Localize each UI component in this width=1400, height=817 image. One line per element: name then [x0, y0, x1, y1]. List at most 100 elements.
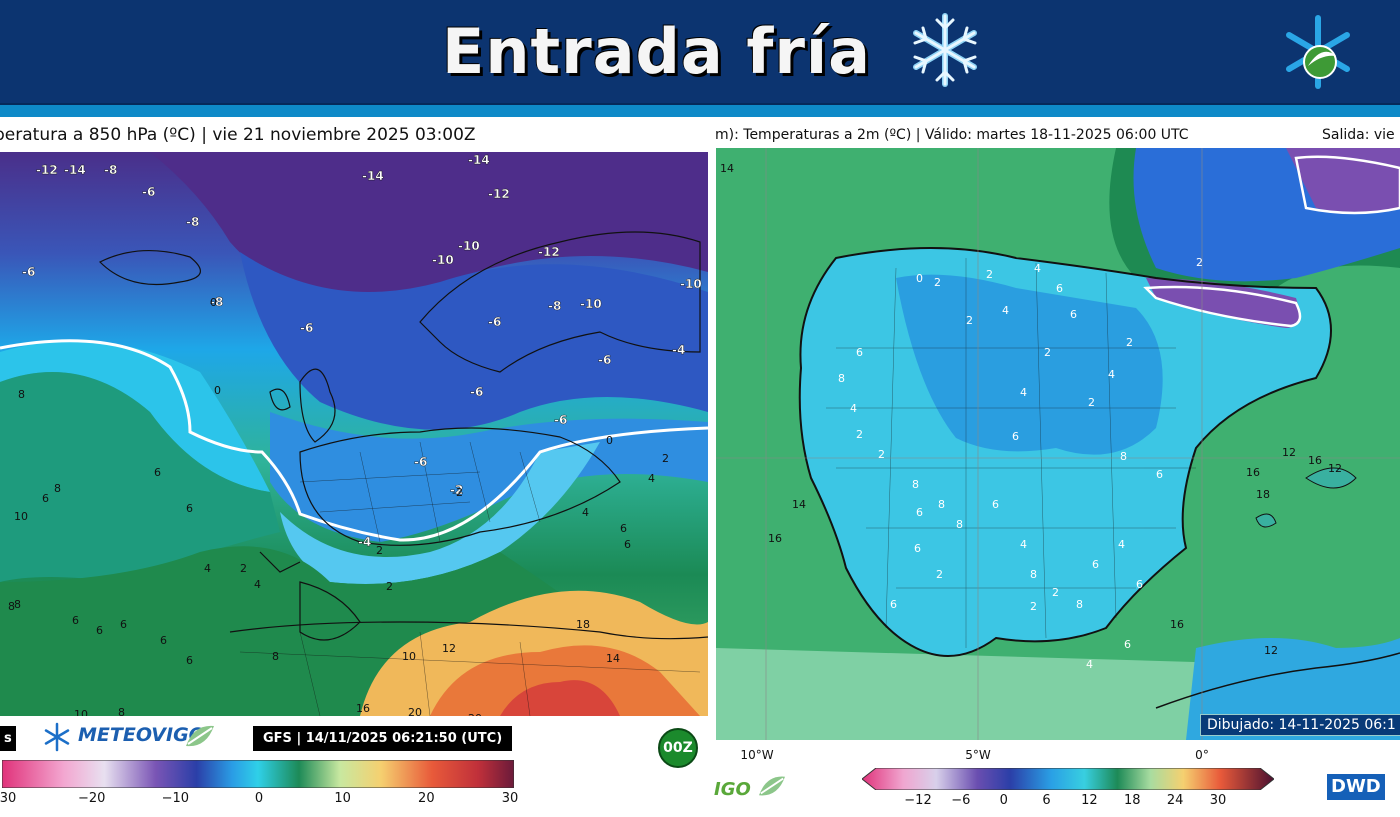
colorbar-tick-label: 24 [1166, 793, 1184, 808]
colorbar-tick-label: 30 [0, 791, 17, 806]
left-map-title: peratura a 850 hPa (ºC) | vie 21 noviemb… [0, 125, 476, 145]
contour-label: -8 [210, 295, 223, 309]
contour-label: -4 [672, 343, 685, 357]
contour-label: 6 [916, 506, 923, 519]
longitude-label: 10°W [740, 748, 774, 762]
meteovigo-brand: METEOVIGO [78, 724, 205, 746]
contour-label: 4 [1086, 658, 1093, 671]
longitude-label: 0° [1195, 748, 1209, 762]
contour-label: 6 [186, 502, 193, 515]
contour-label: 8 [1120, 450, 1127, 463]
model-run-label: GFS | 14/11/2025 06:21:50 (UTC) [253, 726, 513, 751]
colorbar-tick-label: −12 [904, 793, 932, 808]
contour-label: 16 [1308, 454, 1322, 467]
contour-label: -4 [358, 535, 371, 549]
drawn-timestamp: Dibujado: 14-11-2025 06:1 [1200, 714, 1400, 736]
contour-label: 6 [624, 538, 631, 551]
contour-label: -14 [362, 169, 384, 183]
contour-label: 4 [1020, 538, 1027, 551]
contour-label: 8 [956, 518, 963, 531]
contour-label: 6 [914, 542, 921, 555]
contour-label: 6 [1012, 430, 1019, 443]
colorbar-tick-label: 6 [1042, 793, 1051, 808]
contour-label: 10 [402, 650, 416, 663]
contour-label: 16 [768, 532, 782, 545]
contour-label: -14 [64, 163, 86, 177]
colorbar-tick-label: 30 [501, 791, 519, 806]
contour-label: 20 [408, 706, 422, 716]
colorbar-tick-label: −6 [951, 793, 971, 808]
contour-label: 8 [938, 498, 945, 511]
contour-label: 8 [54, 482, 61, 495]
colorbar-tick-label: 0 [999, 793, 1008, 808]
contour-label: 6 [1070, 308, 1077, 321]
contour-label: 2 [856, 428, 863, 441]
contour-label: 10 [14, 510, 28, 523]
contour-label: -2 [450, 483, 463, 497]
contour-label: 6 [1136, 578, 1143, 591]
contour-label: 2 [1052, 586, 1059, 599]
header-strip [0, 103, 1400, 117]
contour-label: 4 [582, 506, 589, 519]
contour-label: 4 [1034, 262, 1041, 275]
contour-label: 8 [1076, 598, 1083, 611]
colorbar-tick-label: 0 [254, 791, 264, 806]
contour-label: 2 [1044, 346, 1051, 359]
colorbar-tick-label: 12 [1081, 793, 1098, 808]
europe-850hpa-map: -12 -14 -14 -6 -8 -14 -12 -8 -10 -10 -12 -6 -10 -8 -8 -… [0, 152, 708, 716]
contour-label: 0 [214, 384, 221, 397]
longitude-label: 5°W [965, 748, 991, 762]
left-tag: s [0, 726, 16, 751]
contour-label: 14 [792, 498, 806, 511]
contour-label: 6 [186, 654, 193, 667]
contour-label: 8 [118, 706, 125, 716]
contour-label: -6 [488, 315, 501, 329]
contour-label: 6 [120, 618, 127, 631]
contour-label: 6 [620, 522, 627, 535]
page-title: Entrada fría [442, 15, 871, 88]
contour-label: 14 [606, 652, 620, 665]
contour-label: 16 [1246, 466, 1260, 479]
right-map-title: m): Temperaturas a 2m (ºC) | Válido: mar… [715, 127, 1189, 143]
contour-label: 2 [386, 580, 393, 593]
leaf-icon [186, 725, 214, 747]
contour-label: -12 [488, 187, 510, 201]
contour-label: 6 [96, 624, 103, 637]
contour-label: -6 [142, 185, 155, 199]
contour-label: 2 [966, 314, 973, 327]
right-map-run: Salida: vie [1322, 127, 1395, 143]
contour-label: -14 [468, 153, 490, 167]
contour-label: 6 [42, 492, 49, 505]
contour-label: 2 [1126, 336, 1133, 349]
contour-label: -12 [36, 163, 58, 177]
contour-label: 2 [1196, 256, 1203, 269]
iberia-2m-temperature-map: 140 22 46642222424686684228688648646812161… [716, 148, 1400, 740]
contour-label: -8 [548, 299, 561, 313]
contour-label: 4 [204, 562, 211, 575]
contour-label: 18 [576, 618, 590, 631]
contour-label: 4 [1002, 304, 1009, 317]
contour-label: 4 [254, 578, 261, 591]
right-map-panel: m): Temperaturas a 2m (ºC) | Válido: mar… [712, 117, 1400, 817]
brand-fragment: IGO [714, 779, 751, 800]
run-badge: 00Z [658, 728, 698, 768]
contour-label: 14 [720, 162, 734, 175]
contour-label: -12 [538, 245, 560, 259]
left-colorbar [2, 760, 514, 788]
contour-label: 6 [1124, 638, 1131, 651]
contour-label: 6 [160, 634, 167, 647]
contour-label: 2 [934, 276, 941, 289]
contour-label: 10 [74, 708, 88, 716]
dwd-logo: DWD [1327, 774, 1385, 800]
meteovigo-snowflake-icon [44, 722, 70, 752]
contour-label: 0 [210, 296, 217, 309]
contour-label: 4 [850, 402, 857, 415]
contour-label: 6 [154, 466, 161, 479]
contour-label: 2 [878, 448, 885, 461]
left-map-panel: peratura a 850 hPa (ºC) | vie 21 noviemb… [0, 117, 712, 817]
colorbar-tick-label: 30 [1209, 793, 1227, 808]
contour-label: 12 [1328, 462, 1342, 475]
colorbar-tick-label: −10 [161, 791, 190, 806]
contour-label: 2 [986, 268, 993, 281]
contour-label: -6 [470, 385, 483, 399]
